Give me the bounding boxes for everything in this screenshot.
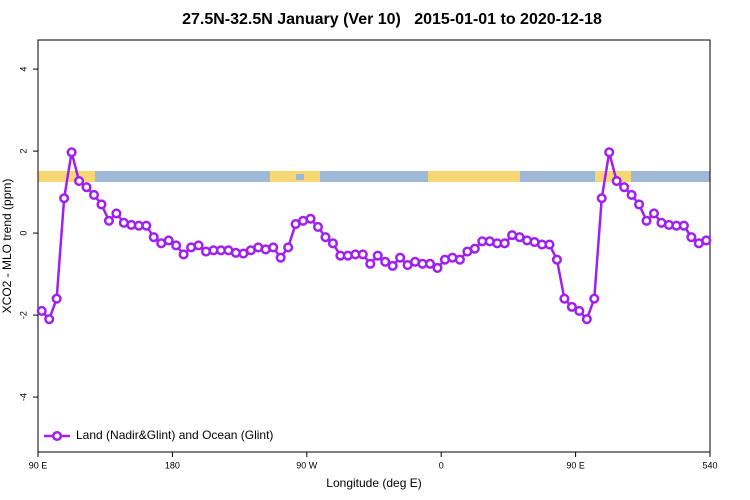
point: [305, 213, 316, 224]
point: [454, 254, 465, 265]
point: [634, 199, 645, 210]
x-axis-label: Longitude (deg E): [326, 476, 421, 490]
x-tick-label: 0: [439, 460, 444, 470]
point: [596, 193, 607, 204]
point: [581, 314, 592, 325]
point: [372, 250, 383, 261]
x-tick-label: 90 E: [29, 460, 48, 470]
point: [566, 301, 577, 312]
point: [148, 232, 159, 243]
point: [171, 240, 182, 251]
point: [686, 232, 697, 243]
point: [387, 260, 398, 271]
chart-title: 27.5N-32.5N January (Ver 10) 2015-01-01 …: [182, 11, 602, 28]
point: [604, 147, 615, 158]
point: [193, 240, 204, 251]
point: [163, 235, 174, 246]
point: [312, 221, 324, 232]
point: [626, 189, 637, 201]
point: [365, 258, 376, 269]
point: [432, 262, 443, 273]
point: [141, 220, 152, 231]
point: [36, 305, 47, 317]
y-tick-label: -4: [18, 393, 28, 401]
point: [544, 239, 555, 250]
point: [51, 293, 62, 304]
point: [178, 249, 189, 260]
point: [275, 252, 286, 263]
y-tick-label: 4: [18, 67, 28, 72]
y-axis-label: XCO2 - MLO trend (ppm): [0, 179, 14, 314]
legend-label: Land (Nadir&Glint) and Ocean (Glint): [76, 428, 273, 442]
x-tick-label: 180: [165, 460, 180, 470]
point: [320, 232, 331, 243]
y-tick-label: -2: [18, 311, 28, 319]
legend-marker: [51, 430, 63, 442]
point: [424, 258, 436, 269]
point: [574, 305, 585, 317]
point: [268, 242, 279, 253]
point: [81, 182, 92, 193]
point: [611, 175, 622, 187]
point: [551, 254, 562, 265]
point: [283, 242, 294, 253]
point: [395, 252, 406, 263]
point: [648, 208, 660, 219]
point: [59, 193, 70, 204]
y-tick-label: 2: [18, 149, 28, 154]
x-tick-label: 540: [702, 460, 717, 470]
point: [701, 235, 712, 246]
point: [44, 314, 55, 325]
point: [88, 189, 100, 201]
point: [678, 220, 689, 231]
plot-frame: [37, 39, 711, 453]
point: [327, 238, 338, 249]
point: [357, 249, 368, 260]
point: [380, 256, 391, 267]
land-ocean-strip: [38, 171, 710, 182]
point: [641, 215, 652, 226]
point: [74, 175, 85, 187]
point: [499, 238, 510, 249]
y-tick-label: 0: [18, 231, 28, 236]
point: [103, 215, 114, 226]
point: [589, 293, 600, 304]
x-tick-label: 90 W: [296, 460, 318, 470]
point: [111, 208, 122, 219]
x-tick-label: 90 E: [566, 460, 585, 470]
point: [619, 182, 630, 193]
point: [469, 243, 480, 254]
point: [96, 199, 107, 210]
point: [66, 147, 77, 158]
point: [559, 293, 570, 304]
